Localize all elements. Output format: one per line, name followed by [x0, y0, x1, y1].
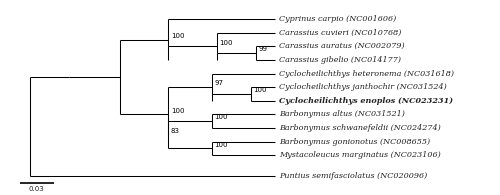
Text: 100: 100 — [220, 40, 233, 46]
Text: 97: 97 — [214, 81, 224, 86]
Text: Barbonymus schwanefeldii (NC024274): Barbonymus schwanefeldii (NC024274) — [280, 124, 441, 132]
Text: 99: 99 — [258, 46, 268, 52]
Text: 100: 100 — [214, 142, 228, 148]
Text: Barbonymus gonionotus (NC008655): Barbonymus gonionotus (NC008655) — [280, 137, 430, 145]
Text: Mystacoleucus marginatus (NC023106): Mystacoleucus marginatus (NC023106) — [280, 151, 441, 159]
Text: Barbonymus altus (NC031521): Barbonymus altus (NC031521) — [280, 110, 405, 118]
Text: 83: 83 — [170, 128, 179, 134]
Text: 0.03: 0.03 — [29, 186, 44, 192]
Text: Puntius semifasciolatus (NC020096): Puntius semifasciolatus (NC020096) — [280, 172, 428, 180]
Text: Carassius auratus (NC002079): Carassius auratus (NC002079) — [280, 42, 405, 50]
Text: 100: 100 — [170, 108, 184, 114]
Text: 100: 100 — [170, 33, 184, 39]
Text: Carassius gibelio (NC014177): Carassius gibelio (NC014177) — [280, 56, 402, 64]
Text: Carassius cuvieri (NC010768): Carassius cuvieri (NC010768) — [280, 29, 402, 37]
Text: Cyclocheilichthys janthochir (NC031524): Cyclocheilichthys janthochir (NC031524) — [280, 83, 447, 91]
Text: 100: 100 — [214, 114, 228, 121]
Text: Cyclocheilichthys heteronema (NC031618): Cyclocheilichthys heteronema (NC031618) — [280, 70, 454, 78]
Text: Cyprinus carpio (NC001606): Cyprinus carpio (NC001606) — [280, 15, 396, 23]
Text: Cyclocheilichthys enoplos (NC023231): Cyclocheilichthys enoplos (NC023231) — [280, 97, 454, 105]
Text: 100: 100 — [254, 87, 267, 93]
